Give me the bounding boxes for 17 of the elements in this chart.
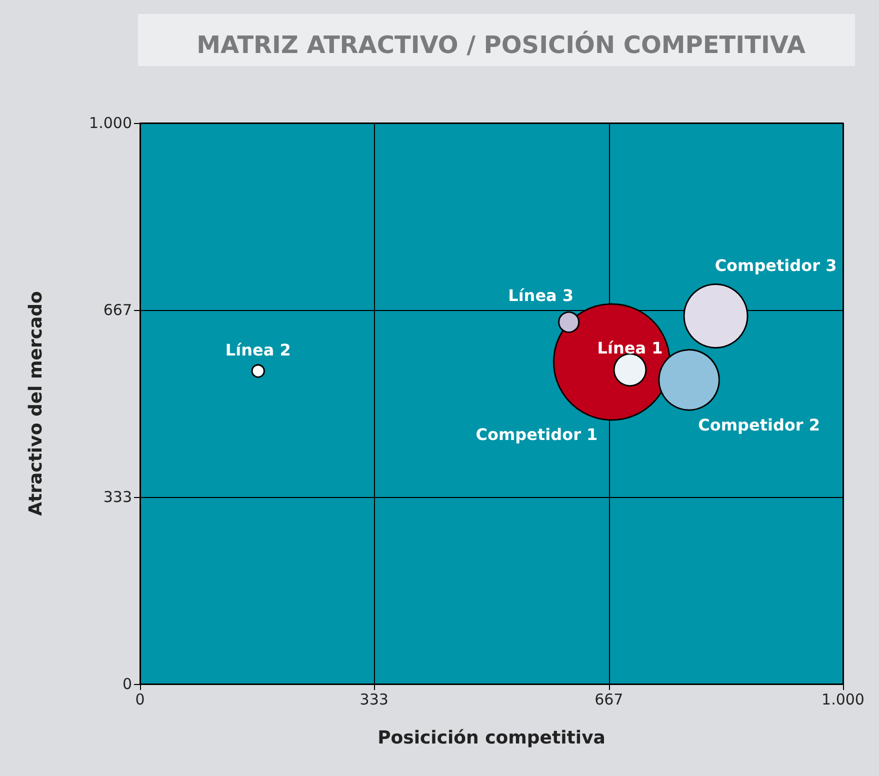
series-label: Competidor 3 (714, 256, 837, 275)
chart-title: MATRIZ ATRACTIVO / POSICIÓN COMPETITIVA (196, 30, 806, 59)
series-label: Competidor 2 (698, 415, 820, 434)
y-tick-label: 1.000 (89, 114, 132, 132)
series-label: Línea 1 (597, 338, 663, 358)
x-tick-label: 667 (594, 690, 624, 708)
x-tick-label: 333 (360, 690, 388, 708)
y-tick-label: 0 (122, 675, 132, 693)
x-tick-label: 0 (135, 690, 145, 708)
y-tick-label: 333 (103, 488, 132, 506)
y-axis-title: Atractivo del mercado (26, 291, 46, 516)
x-axis-title: Posicición competitiva (378, 728, 606, 748)
series-label: Línea 2 (225, 340, 291, 360)
x-tick-label: 1.000 (822, 690, 864, 708)
y-tick-label: 667 (103, 300, 132, 319)
series-label: Línea 3 (508, 286, 574, 305)
series-label: Competidor 1 (476, 425, 598, 444)
